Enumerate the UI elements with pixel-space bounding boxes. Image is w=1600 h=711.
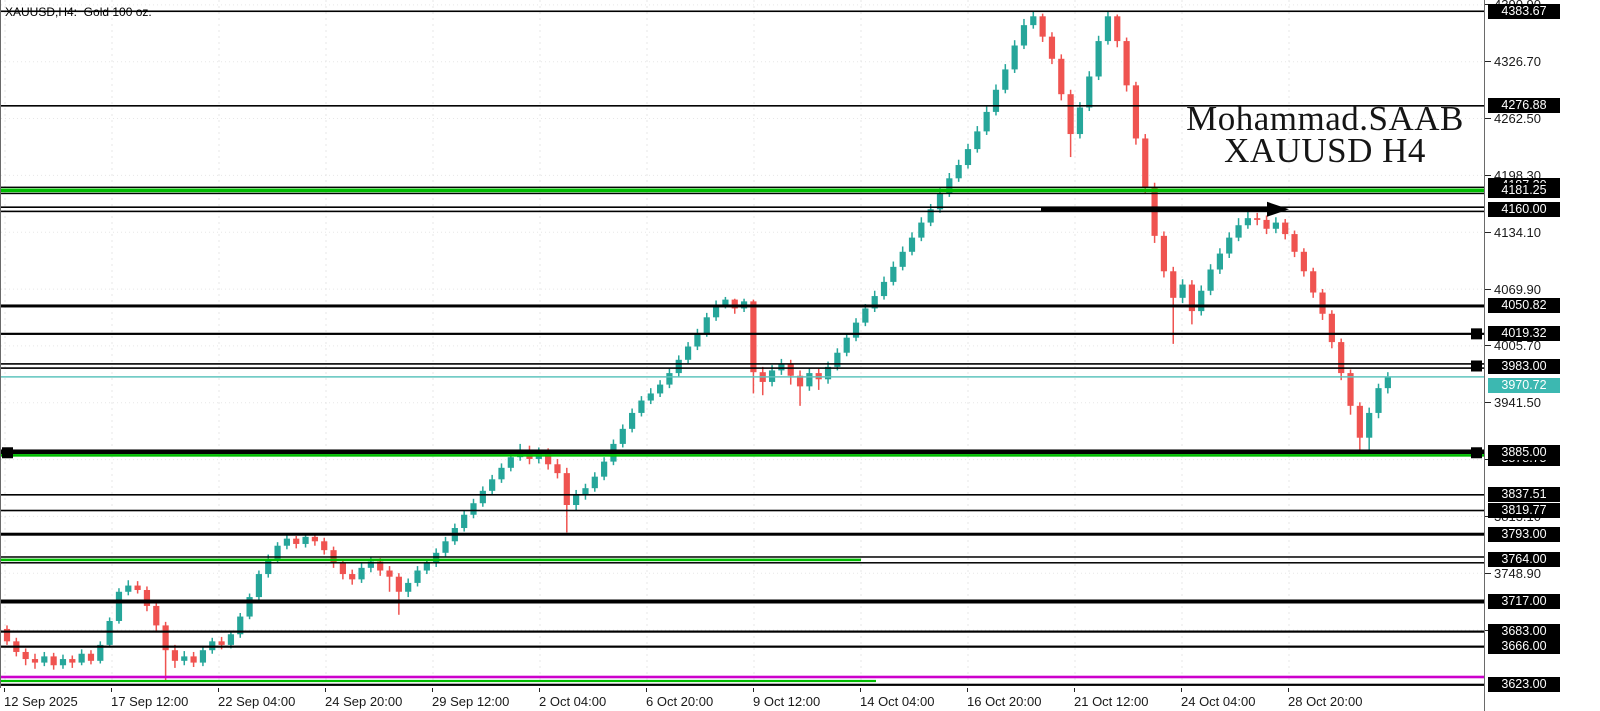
price-tick-mark [1485, 231, 1491, 233]
price-level-label: 3717.00 [1488, 594, 1560, 609]
price-level-label: 4181.25 [1488, 182, 1560, 198]
time-tick-mark [967, 688, 968, 692]
price-level-label: 4160.00 [1488, 201, 1560, 217]
price-level-label: 4019.32 [1488, 326, 1560, 342]
time-tick-label: 22 Sep 04:00 [218, 694, 296, 709]
time-tick-mark [218, 688, 219, 692]
horizontal-level-lines[interactable] [1, 10, 1485, 686]
trend-arrow[interactable] [1041, 201, 1289, 217]
price-tick-mark [1485, 61, 1491, 63]
price-level-label: 3819.77 [1488, 503, 1560, 518]
price-tick-label: 4005.70 [1494, 338, 1541, 354]
price-level-label: 3837.51 [1488, 487, 1560, 503]
time-tick-label: 28 Oct 20:00 [1288, 694, 1363, 709]
time-tick-label: 21 Oct 12:00 [1074, 694, 1149, 709]
price-tick-label: 4262.50 [1494, 111, 1541, 127]
price-level-label: 4050.82 [1488, 298, 1560, 314]
gridlines [1, 0, 1485, 688]
price-level-label: 3793.00 [1488, 526, 1560, 542]
watermark: Mohammad.SAAB XAUUSD H4 [1140, 99, 1510, 170]
price-axis[interactable]: 4390.904326.704262.504198.304134.104069.… [1484, 0, 1600, 711]
price-tick-mark [1485, 572, 1491, 574]
time-tick-label: 17 Sep 12:00 [111, 694, 189, 709]
price-tick-mark [1485, 288, 1491, 290]
symbol-timeframe-label: XAUUSD,H4: Gold 100 oz. [5, 5, 152, 19]
price-tick-mark [1485, 174, 1491, 176]
price-tick-label: 4069.90 [1494, 281, 1541, 297]
price-tick-label: 4326.70 [1494, 54, 1541, 70]
time-tick-mark [860, 688, 861, 692]
price-tick-label: 3748.90 [1494, 565, 1541, 581]
watermark-line2: XAUUSD H4 [1224, 131, 1426, 170]
time-tick-label: 9 Oct 12:00 [753, 694, 821, 709]
time-tick-label: 14 Oct 04:00 [860, 694, 935, 709]
time-tick-label: 12 Sep 2025 [4, 694, 78, 709]
time-axis[interactable]: 12 Sep 2025 17 Sep 12:00 22 Sep 04:00 24 Se… [0, 688, 1484, 711]
price-level-label: 4383.67 [1488, 3, 1560, 19]
price-level-label: 3623.00 [1488, 677, 1560, 693]
time-tick-label: 24 Oct 04:00 [1181, 694, 1256, 709]
price-level-label: 3885.00 [1488, 445, 1560, 461]
time-tick-label: 16 Oct 20:00 [967, 694, 1042, 709]
time-tick-label: 2 Oct 04:00 [539, 694, 607, 709]
time-tick-mark [539, 688, 540, 692]
candlestick-chart[interactable] [1, 0, 1485, 688]
price-level-label: 4276.88 [1488, 98, 1560, 114]
time-tick-mark [1288, 688, 1289, 692]
price-tick-label: 4134.10 [1494, 224, 1541, 240]
time-tick-label: 24 Sep 20:00 [325, 694, 403, 709]
time-tick-mark [1074, 688, 1075, 692]
plot-area[interactable] [0, 0, 1485, 688]
price-level-label: 3764.00 [1488, 552, 1560, 568]
price-level-label: 3983.00 [1488, 358, 1560, 374]
price-tick-label: 3941.50 [1494, 395, 1541, 411]
time-tick-mark [1181, 688, 1182, 692]
current-price-label: 3970.72 [1488, 377, 1560, 393]
watermark-line1: Mohammad.SAAB [1186, 99, 1464, 138]
time-tick-label: 6 Oct 20:00 [646, 694, 714, 709]
time-tick-mark [432, 688, 433, 692]
time-tick-mark [111, 688, 112, 692]
price-tick-mark [1485, 402, 1491, 404]
time-tick-mark [325, 688, 326, 692]
time-tick-mark [753, 688, 754, 692]
price-tick-mark [1485, 118, 1491, 120]
time-tick-label: 29 Sep 12:00 [432, 694, 510, 709]
price-level-label: 3683.00 [1488, 624, 1560, 640]
time-tick-mark [646, 688, 647, 692]
price-level-label: 3666.00 [1488, 639, 1560, 655]
time-tick-mark [4, 688, 5, 692]
price-tick-mark [1485, 345, 1491, 347]
